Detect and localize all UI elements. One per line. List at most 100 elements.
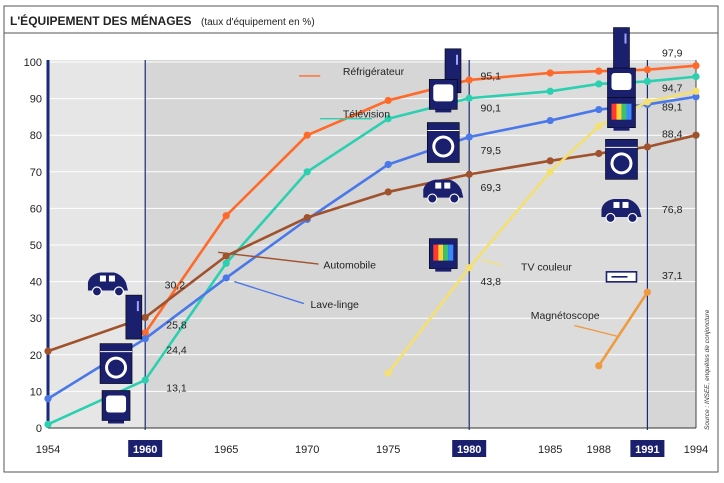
fridge-body — [613, 27, 630, 72]
color-tv-icon — [607, 97, 636, 131]
value-label: 88,4 — [662, 128, 683, 140]
value-label: 30,2 — [165, 280, 186, 292]
outer-frame — [3, 5, 719, 473]
tv-screen — [433, 84, 454, 102]
series-name-label: Télévision — [343, 109, 390, 121]
ctv-stripe — [448, 244, 454, 261]
series-point — [465, 133, 473, 141]
x-tick-label: 1985 — [538, 444, 562, 456]
x-tick-label: 1975 — [376, 444, 400, 456]
value-label: 95,1 — [481, 71, 502, 83]
car-wheel-2 — [627, 212, 638, 224]
series-point — [222, 274, 230, 282]
x-tick-label: 1991 — [635, 444, 659, 456]
x-tick-highlight-box — [630, 440, 665, 457]
car-icon — [423, 179, 464, 204]
series-point — [141, 313, 149, 322]
series-point — [595, 67, 603, 75]
car-window-1 — [99, 275, 106, 282]
series-point — [44, 395, 52, 403]
car-window-1 — [435, 182, 442, 189]
tv-icon — [101, 390, 131, 424]
washer-door — [613, 155, 630, 172]
series-line-4 — [387, 90, 697, 374]
series-point — [546, 157, 554, 165]
series-point — [692, 62, 700, 70]
vcr-icon — [605, 271, 638, 283]
series-point — [384, 188, 392, 196]
series-point — [303, 131, 311, 139]
ctv-stripe — [626, 103, 632, 120]
washing-machine-icon — [605, 139, 638, 180]
series-point — [465, 264, 473, 272]
series-point — [546, 69, 554, 77]
series-leader-line — [481, 258, 502, 266]
value-label: 24,4 — [166, 345, 187, 357]
fridge-body — [125, 294, 143, 340]
car-window-2 — [622, 201, 629, 208]
value-label: 90,1 — [481, 102, 502, 114]
series-point — [384, 369, 392, 377]
car-body — [87, 272, 128, 291]
series-point — [303, 213, 311, 222]
y-tick-label: 80 — [30, 130, 42, 142]
value-label: 25,8 — [166, 319, 187, 331]
source-note: Source : INSEE, enquêtes de conjoncture — [704, 309, 711, 430]
tv-screen — [611, 73, 632, 91]
washing-machine-icon — [99, 343, 133, 384]
x-tick-label: 1988 — [587, 444, 611, 456]
tv-icon — [428, 79, 458, 113]
series-point — [465, 94, 473, 102]
series-point — [465, 170, 473, 178]
y-tick-label: 60 — [30, 203, 42, 215]
y-tick-label: 100 — [24, 57, 42, 69]
highlight-lines — [144, 60, 649, 430]
y-tick-label: 0 — [36, 423, 42, 435]
ctv-stand — [613, 127, 630, 131]
series-point — [643, 98, 652, 106]
fridge-handle — [136, 301, 139, 312]
series-point — [303, 168, 311, 176]
x-tick-label: 1960 — [133, 444, 157, 456]
tv-stand — [435, 109, 452, 113]
chart-title: L'ÉQUIPEMENT DES MÉNAGES (taux d'équipem… — [10, 12, 315, 29]
series-name-label: Automobile — [323, 259, 376, 271]
series-leader-line — [234, 280, 305, 305]
series-point — [141, 329, 149, 337]
car-window-2 — [444, 182, 451, 189]
series-name-label: Lave-linge — [310, 299, 359, 311]
y-tick-label: 20 — [30, 350, 42, 362]
series-point — [222, 259, 230, 267]
car-wheel-1 — [605, 212, 616, 224]
axes — [46, 60, 697, 429]
series-point — [141, 335, 149, 343]
series-point — [692, 93, 700, 101]
series-point — [595, 105, 603, 114]
x-tick-highlight-box — [452, 440, 487, 457]
car-body — [423, 179, 464, 198]
series-point — [595, 362, 603, 370]
series-name-label: Magnétoscope — [531, 310, 600, 322]
ctv-stripe — [443, 244, 449, 261]
ctv-stand — [435, 268, 452, 272]
series-point — [384, 115, 392, 123]
series-point — [692, 73, 700, 81]
series-point — [595, 80, 603, 88]
series-point — [643, 143, 652, 151]
icons-layer — [87, 27, 642, 424]
series-line-5 — [597, 291, 649, 367]
series-point — [222, 212, 230, 220]
value-label: 13,1 — [166, 382, 187, 394]
tv-screen — [106, 395, 127, 413]
x-tick-label: 1970 — [295, 444, 319, 456]
series-point — [465, 76, 473, 84]
refrigerator-icon — [125, 294, 143, 340]
y-tick-label: 90 — [30, 94, 42, 106]
value-label: 89,1 — [662, 102, 683, 114]
y-tick-label: 10 — [30, 386, 42, 398]
series-name-label: TV couleur — [521, 262, 572, 274]
car-window-1 — [613, 201, 620, 208]
car-body — [601, 198, 642, 217]
refrigerator-icon — [613, 27, 630, 72]
